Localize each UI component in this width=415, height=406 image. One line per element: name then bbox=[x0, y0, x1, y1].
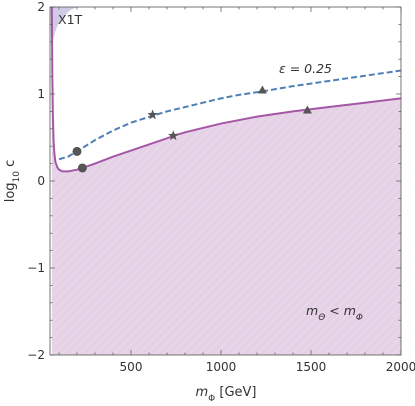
marker-triangle-4 bbox=[257, 85, 267, 94]
marker-star-3 bbox=[168, 130, 179, 141]
x1t-label: X1T bbox=[58, 12, 83, 27]
y-tick-label: −2 bbox=[27, 348, 45, 362]
excluded-region-hatch bbox=[51, 7, 401, 355]
x-axis-ticks: 500 1000 1500 2000 bbox=[58, 7, 415, 374]
y-tick-label: −1 bbox=[27, 261, 45, 275]
boundary-curve bbox=[50, 7, 401, 173]
x-tick-label: 1500 bbox=[296, 360, 327, 374]
marker-circle-1 bbox=[77, 163, 87, 173]
y-tick-label: 0 bbox=[37, 174, 45, 188]
marker-star-2 bbox=[147, 109, 158, 120]
y-tick-label: 2 bbox=[37, 0, 45, 14]
epsilon-label: ε = 0.25 bbox=[279, 61, 332, 76]
x-tick-label: 1000 bbox=[206, 360, 237, 374]
region-label: mΘ < mΦ bbox=[306, 303, 363, 323]
x-tick-label: 500 bbox=[120, 360, 143, 374]
y-axis-ticks: −2 −1 0 1 2 bbox=[27, 0, 401, 362]
y-axis-label: log10 c bbox=[3, 160, 22, 203]
markers bbox=[72, 85, 312, 173]
x-tick-label: 2000 bbox=[386, 360, 415, 374]
epsilon-curve bbox=[58, 69, 401, 161]
marker-circle-0 bbox=[72, 146, 82, 156]
y-tick-label: 1 bbox=[37, 87, 45, 101]
x-axis-label: mΦ [GeV] bbox=[195, 385, 256, 404]
marker-triangle-5 bbox=[302, 105, 312, 114]
x1t-excluded-region bbox=[50, 7, 77, 44]
